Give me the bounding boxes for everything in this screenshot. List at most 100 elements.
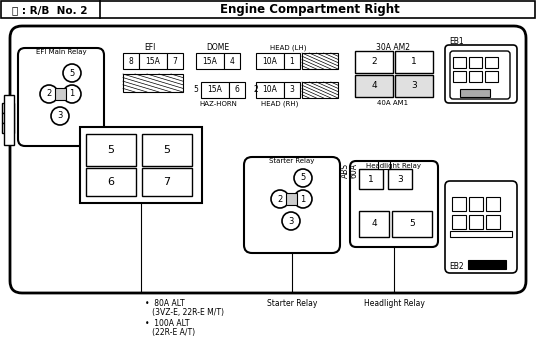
Bar <box>256 53 284 69</box>
Text: 15A: 15A <box>207 86 222 94</box>
Text: 1: 1 <box>289 57 294 65</box>
Text: (3VZ-E, 22R-E M/T): (3VZ-E, 22R-E M/T) <box>145 309 224 317</box>
Text: 3: 3 <box>288 217 294 225</box>
Text: •  100A ALT: • 100A ALT <box>145 318 190 327</box>
FancyBboxPatch shape <box>450 51 510 99</box>
Bar <box>452 215 466 229</box>
Text: 3: 3 <box>411 81 417 90</box>
FancyBboxPatch shape <box>10 26 526 293</box>
Bar <box>469 215 483 229</box>
Text: 2: 2 <box>254 85 258 93</box>
Bar <box>284 53 300 69</box>
Text: 30A AM2: 30A AM2 <box>376 44 410 53</box>
Bar <box>485 71 498 82</box>
Text: EB2: EB2 <box>449 262 464 271</box>
Text: 4: 4 <box>229 57 234 65</box>
Text: 2: 2 <box>371 58 377 66</box>
Text: Engine Compartment Right: Engine Compartment Right <box>220 3 400 16</box>
Bar <box>256 82 284 98</box>
Text: •  80A ALT: • 80A ALT <box>145 298 184 308</box>
Text: 5: 5 <box>69 69 75 77</box>
Bar <box>123 53 139 69</box>
Text: EFI Main Relay: EFI Main Relay <box>36 49 86 55</box>
Text: 7: 7 <box>163 177 170 187</box>
Text: 5: 5 <box>163 145 170 155</box>
Bar <box>229 82 245 98</box>
Text: Ⓐ : R/B  No. 2: Ⓐ : R/B No. 2 <box>12 5 88 15</box>
Bar <box>196 53 224 69</box>
Text: EB1: EB1 <box>449 38 464 46</box>
Text: 3: 3 <box>397 175 403 183</box>
Bar <box>55 88 66 100</box>
FancyBboxPatch shape <box>445 45 517 103</box>
Text: 2: 2 <box>277 194 282 204</box>
Text: 3: 3 <box>57 112 63 120</box>
Circle shape <box>51 107 69 125</box>
Text: 15A: 15A <box>146 57 160 65</box>
Bar <box>469 71 482 82</box>
Circle shape <box>271 190 289 208</box>
Bar <box>2 113 14 123</box>
Bar <box>86 168 136 196</box>
Bar <box>2 123 14 133</box>
Bar <box>224 53 240 69</box>
Text: 40A AM1: 40A AM1 <box>377 100 408 106</box>
Bar <box>284 82 300 98</box>
Bar <box>1 1 535 18</box>
Bar <box>395 51 433 73</box>
Bar <box>167 53 183 69</box>
Text: HEAD (RH): HEAD (RH) <box>262 101 299 107</box>
Bar <box>355 51 393 73</box>
Text: 1: 1 <box>368 175 374 183</box>
Circle shape <box>63 85 81 103</box>
Circle shape <box>63 64 81 82</box>
Bar <box>359 211 389 237</box>
FancyBboxPatch shape <box>445 181 517 273</box>
Text: Headlight Relay: Headlight Relay <box>363 298 425 308</box>
Bar <box>286 193 297 205</box>
Bar <box>302 82 338 98</box>
FancyBboxPatch shape <box>350 161 438 247</box>
FancyBboxPatch shape <box>18 48 104 146</box>
Text: 10A: 10A <box>263 57 278 65</box>
Bar <box>142 134 192 166</box>
Text: 4: 4 <box>371 220 377 228</box>
Text: 5: 5 <box>193 85 198 93</box>
Bar <box>359 169 383 189</box>
FancyBboxPatch shape <box>244 157 340 253</box>
Bar <box>485 57 498 68</box>
Bar <box>388 169 412 189</box>
Text: EFI: EFI <box>144 44 155 53</box>
Bar <box>452 197 466 211</box>
Bar <box>201 82 229 98</box>
Circle shape <box>294 190 312 208</box>
Bar <box>468 260 506 269</box>
Bar <box>453 71 466 82</box>
Text: 15A: 15A <box>203 57 218 65</box>
Text: 4: 4 <box>371 81 377 90</box>
Text: 5: 5 <box>409 220 415 228</box>
Bar <box>302 53 338 69</box>
Text: 8: 8 <box>129 57 133 65</box>
Bar <box>486 197 500 211</box>
Bar <box>460 89 490 97</box>
Bar <box>355 75 393 97</box>
Bar <box>123 74 183 92</box>
Bar <box>86 134 136 166</box>
Bar <box>392 211 432 237</box>
Text: 5: 5 <box>108 145 115 155</box>
Bar <box>469 197 483 211</box>
Text: 5: 5 <box>300 174 306 182</box>
Text: 1: 1 <box>300 194 306 204</box>
Text: ABS: ABS <box>340 163 349 178</box>
Text: 1: 1 <box>411 58 417 66</box>
Text: Starter Relay: Starter Relay <box>269 158 315 164</box>
Bar <box>378 161 390 169</box>
Bar <box>2 103 14 113</box>
Circle shape <box>294 169 312 187</box>
Bar <box>395 75 433 97</box>
Bar <box>450 231 512 237</box>
Bar <box>469 57 482 68</box>
Text: DOME: DOME <box>206 44 229 53</box>
Text: 6: 6 <box>108 177 115 187</box>
